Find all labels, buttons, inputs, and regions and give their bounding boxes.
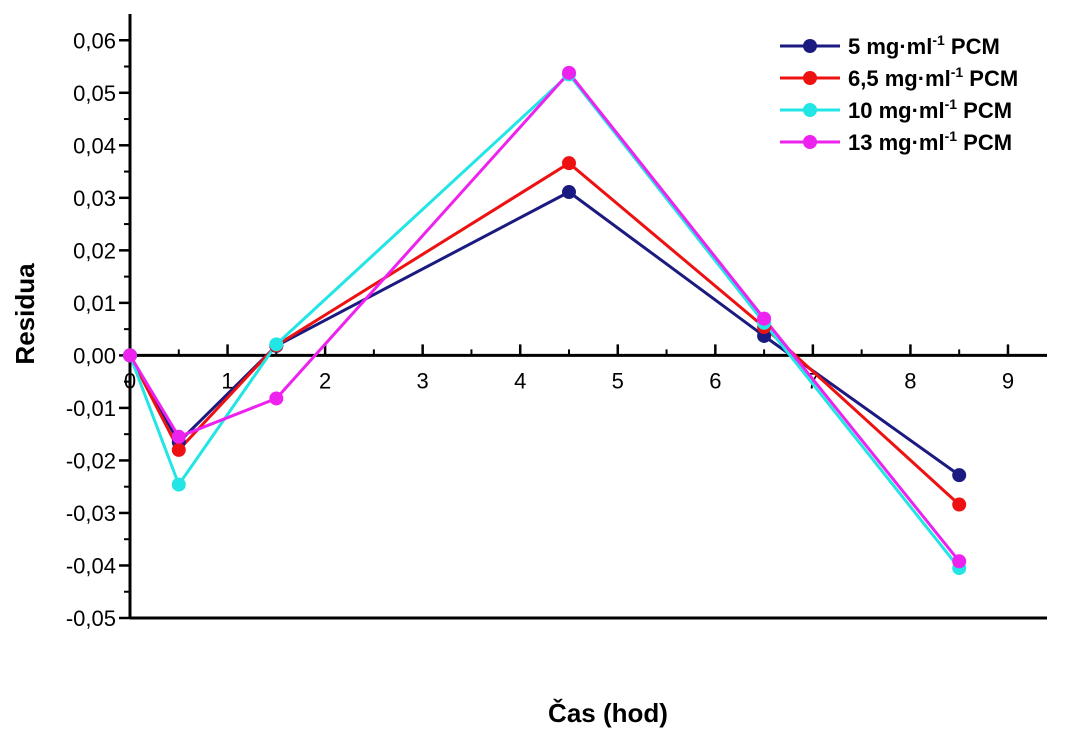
x-tick-label: 2	[319, 368, 331, 393]
y-tick-label: 0,06	[73, 28, 116, 53]
data-point	[123, 348, 137, 363]
x-tick-label: 1	[221, 368, 233, 393]
series-line	[128, 72, 961, 570]
data-point	[952, 497, 967, 512]
plot-frame	[128, 14, 1047, 620]
data-series	[123, 65, 967, 576]
y-axis-title: Residua	[10, 263, 40, 365]
data-point	[561, 185, 576, 200]
y-tick-label: 0,05	[73, 81, 116, 106]
y-tick-label: 0,00	[73, 343, 116, 368]
data-point	[269, 391, 284, 406]
y-tick-label: 0,01	[73, 291, 116, 316]
data-point	[561, 156, 576, 171]
y-tick-label: -0,01	[66, 396, 116, 421]
y-tick-label: -0,03	[66, 501, 116, 526]
x-tick-label: 6	[709, 368, 721, 393]
y-tick-label: -0,05	[66, 606, 116, 631]
x-tick-label: 0	[124, 368, 136, 393]
data-point	[171, 442, 186, 457]
x-tick-label: 4	[514, 368, 526, 393]
data-point	[952, 468, 967, 483]
legend: 5 mg·ml-1 PCM 6,5 mg·ml-1 PCM 10 mg·ml-1 P…	[780, 32, 1018, 155]
series-line	[128, 190, 961, 477]
x-tick-label: 3	[417, 368, 429, 393]
legend-label: 10 mg·ml-1 PCM	[848, 96, 1012, 123]
legend-label: 5 mg·ml-1 PCM	[848, 32, 1000, 59]
data-point	[269, 337, 284, 352]
y-tick-label: 0,02	[73, 238, 116, 263]
x-axis-title: Čas (hod)	[548, 698, 668, 728]
y-tick-label: -0,04	[66, 553, 116, 578]
y-tick-label: 0,03	[73, 186, 116, 211]
y-tick-label: 0,04	[73, 133, 116, 158]
series-line	[128, 71, 961, 563]
x-tick-label: 9	[1002, 368, 1014, 393]
legend-swatch-marker	[803, 39, 817, 53]
legend-label: 13 mg·ml-1 PCM	[848, 128, 1012, 155]
legend-swatch-marker	[803, 135, 817, 149]
x-tick-label: 5	[612, 368, 624, 393]
legend-swatch-marker	[803, 71, 817, 85]
data-point	[171, 477, 186, 492]
data-point	[952, 554, 967, 569]
data-point	[561, 65, 576, 80]
data-point	[757, 311, 772, 326]
x-tick-label: 8	[904, 368, 916, 393]
y-tick-label: -0,02	[66, 448, 116, 473]
legend-swatch-marker	[803, 103, 817, 117]
series-line	[128, 161, 961, 506]
legend-label: 6,5 mg·ml-1 PCM	[848, 64, 1018, 91]
axis-ticks: -0,05 -0,04 -0,03 -0,02 -0,01 0,00 0,01 0,02 0,0…	[66, 28, 1014, 631]
data-point	[171, 429, 186, 444]
